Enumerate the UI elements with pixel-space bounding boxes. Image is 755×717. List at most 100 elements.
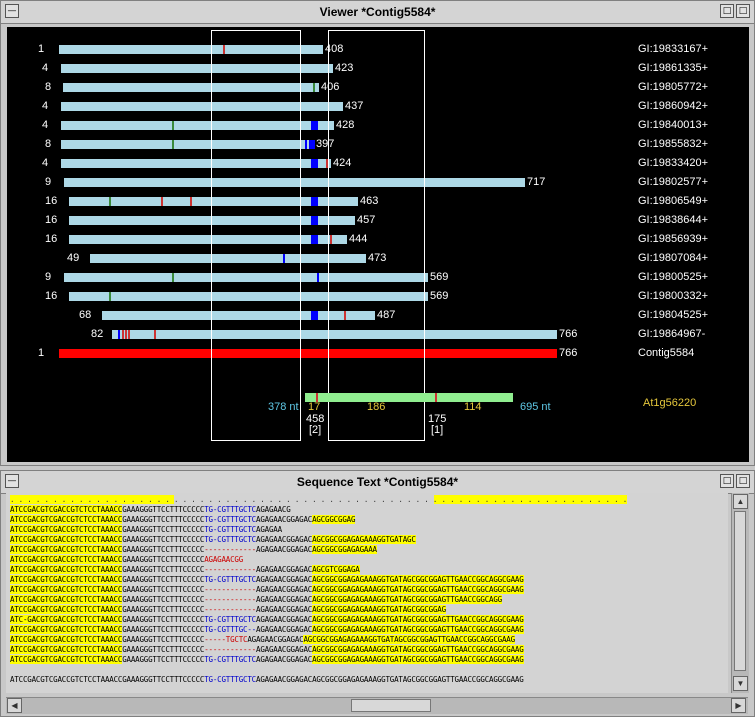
accession-label[interactable]: GI:19807084+ bbox=[638, 252, 709, 264]
sequence-line[interactable]: ATCCGACGTCGACCGTCTCCTAAACCGAAAGGGTTCCTTT… bbox=[10, 655, 524, 665]
sequence-line[interactable]: ATCCGACGTCGACCGTCTCCTAAACCGAAAGGGTTCCTTT… bbox=[10, 645, 524, 655]
accession-label[interactable]: GI:19800525+ bbox=[638, 271, 709, 283]
row-count-label: 16 bbox=[45, 195, 58, 207]
viewer-titlebar[interactable]: — Viewer *Contig5584* □ □ bbox=[1, 1, 754, 24]
scroll-down-icon[interactable]: ▼ bbox=[733, 676, 748, 691]
accession-label[interactable]: GI:19861335+ bbox=[638, 62, 709, 74]
maximize-icon[interactable]: □ bbox=[736, 474, 750, 488]
read-bar[interactable] bbox=[69, 235, 347, 244]
accession-label[interactable]: GI:19840013+ bbox=[638, 119, 709, 131]
iconify-icon[interactable]: □ bbox=[720, 474, 734, 488]
gap-block bbox=[311, 121, 318, 130]
scroll-left-icon[interactable]: ◀ bbox=[7, 698, 22, 713]
accession-label[interactable]: GI:19833420+ bbox=[638, 157, 709, 169]
assembly-canvas[interactable]: 1 408 GI:19833167+ 4 423 GI:19861335+ 8 406 GI:1… bbox=[7, 27, 749, 462]
read-bar[interactable] bbox=[61, 159, 331, 168]
sequence-segment: GAAAGGGTTCCTTTCCCCC bbox=[122, 505, 205, 514]
sequence-line[interactable]: ATCCGACGTCGACCGTCTCCTAAACCGAAAGGGTTCCTTT… bbox=[10, 605, 446, 615]
accession-label[interactable]: GI:19855832+ bbox=[638, 138, 709, 150]
sequence-segment: AGCGGCGGAGAGAAAGGTGATAGCGGCGGAGTTGAACCGG… bbox=[312, 595, 502, 604]
vertical-scrollbar[interactable]: ▲ ▼ bbox=[731, 493, 749, 693]
read-bar[interactable] bbox=[61, 140, 314, 149]
row-count-label: 4 bbox=[42, 119, 49, 131]
read-bar[interactable] bbox=[90, 254, 366, 263]
sequence-segment: GAAAGGGTTCCTTTCCCCC bbox=[122, 555, 205, 564]
accession-label[interactable]: GI:19806549+ bbox=[638, 195, 709, 207]
iconify-icon[interactable]: □ bbox=[720, 4, 734, 18]
sequence-segment: AGAGAACGGAGAC bbox=[256, 675, 313, 684]
read-bar[interactable] bbox=[61, 102, 343, 111]
scroll-thumb[interactable] bbox=[734, 511, 746, 671]
accession-label[interactable]: Contig5584 bbox=[638, 347, 695, 359]
scroll-right-icon[interactable]: ▶ bbox=[731, 698, 746, 713]
gene-name-label[interactable]: At1g56220 bbox=[643, 397, 697, 409]
accession-label[interactable]: GI:19860942+ bbox=[638, 100, 709, 112]
mismatch-marker bbox=[109, 197, 111, 206]
read-bar[interactable] bbox=[61, 121, 334, 130]
selection-frame[interactable] bbox=[328, 30, 425, 441]
read-bar[interactable] bbox=[69, 292, 428, 301]
accession-label[interactable]: GI:19838644+ bbox=[638, 214, 709, 226]
sequence-text-area[interactable]: . . . . . . . . . . . . . . . . . . . . … bbox=[6, 493, 728, 693]
accession-label[interactable]: GI:19800332+ bbox=[638, 290, 709, 302]
sequence-segment: TG-CGTTTGC-- bbox=[204, 625, 256, 634]
row-end-label: 423 bbox=[335, 62, 354, 74]
scroll-thumb[interactable] bbox=[351, 699, 431, 712]
read-bar[interactable] bbox=[63, 83, 319, 92]
sequence-line[interactable]: ATCCGACGTCGACCGTCTCCTAAACCGAAAGGGTTCCTTT… bbox=[10, 625, 524, 635]
sequence-segment: ATCCGACGTCGACCGTCTCCTAAACC bbox=[10, 535, 123, 544]
sequence-segment: ATCCGACGTCGACCGTCTCCTAAACC bbox=[10, 525, 123, 534]
sequence-segment: ------------ bbox=[204, 595, 256, 604]
scroll-up-icon[interactable]: ▲ bbox=[733, 494, 748, 509]
read-bar[interactable] bbox=[64, 178, 525, 187]
read-bar[interactable] bbox=[69, 197, 358, 206]
sequence-segment: ATCCGACGTCGACCGTCTCCTAAACC bbox=[10, 545, 123, 554]
sequence-segment: AGCGGCGGAGAGAAAGGTGATAGC bbox=[312, 535, 416, 544]
accession-label[interactable]: GI:19856939+ bbox=[638, 233, 709, 245]
mismatch-marker bbox=[313, 83, 315, 92]
window-menu-icon[interactable]: — bbox=[5, 4, 19, 18]
read-bar[interactable] bbox=[61, 64, 333, 73]
sequence-line[interactable]: ATCCGACGTCGACCGTCTCCTAAACCGAAAGGGTTCCTTT… bbox=[10, 555, 243, 565]
sequence-line[interactable]: ATCCGACGTCGACCGTCTCCTAAACCGAAAGGGTTCCTTT… bbox=[10, 515, 355, 525]
sequence-line[interactable]: ATCCGACGTCGACCGTCTCCTAAACCGAAAGGGTTCCTTT… bbox=[10, 545, 377, 555]
sequence-line[interactable]: ATC-GACGTCGACCGTCTCCTAAACCGAAAGGGTTCCTTT… bbox=[10, 615, 524, 625]
read-bar[interactable] bbox=[102, 311, 375, 320]
sequence-title: Sequence Text *Contig5584* bbox=[296, 475, 459, 489]
read-bar[interactable] bbox=[64, 273, 428, 282]
sequence-segment: ATCCGACGTCGACCGTCTCCTAAACC bbox=[10, 605, 123, 614]
gap-block bbox=[311, 216, 318, 225]
sequence-titlebar[interactable]: — Sequence Text *Contig5584* □ □ bbox=[1, 471, 754, 494]
sequence-segment: AGCGGCGGAGAGAAAGGTGATAGCGGCGGAGTTGAACCGG… bbox=[312, 655, 524, 664]
read-bar[interactable] bbox=[112, 330, 557, 339]
sequence-line[interactable]: ATCCGACGTCGACCGTCTCCTAAACCGAAAGGGTTCCTTT… bbox=[10, 565, 360, 575]
accession-label[interactable]: GI:19804525+ bbox=[638, 309, 709, 321]
row-end-label: 437 bbox=[345, 100, 364, 112]
gene-bar[interactable] bbox=[305, 393, 513, 402]
sequence-segment: -----TGCTC bbox=[204, 635, 248, 644]
maximize-icon[interactable]: □ bbox=[736, 4, 750, 18]
accession-label[interactable]: GI:19802577+ bbox=[638, 176, 709, 188]
sequence-line[interactable]: ATCCGACGTCGACCGTCTCCTAAACCGAAAGGGTTCCTTT… bbox=[10, 505, 291, 515]
sequence-line[interactable]: ATCCGACGTCGACCGTCTCCTAAACCGAAAGGGTTCCTTT… bbox=[10, 585, 524, 595]
read-bar[interactable] bbox=[69, 216, 355, 225]
selection-frame[interactable] bbox=[211, 30, 301, 441]
accession-label[interactable]: GI:19833167+ bbox=[638, 43, 709, 55]
sequence-line[interactable]: ATCCGACGTCGACCGTCTCCTAAACCGAAAGGGTTCCTTT… bbox=[10, 635, 515, 645]
sequence-segment: TG-CGTTTGCTC bbox=[204, 655, 256, 664]
horizontal-scrollbar[interactable]: ◀ ▶ bbox=[6, 697, 748, 714]
sequence-line[interactable]: ATCCGACGTCGACCGTCTCCTAAACCGAAAGGGTTCCTTT… bbox=[10, 675, 524, 685]
contig-bar[interactable] bbox=[59, 349, 557, 358]
sequence-line[interactable]: ATCCGACGTCGACCGTCTCCTAAACCGAAAGGGTTCCTTT… bbox=[10, 525, 282, 535]
sequence-line[interactable]: ATCCGACGTCGACCGTCTCCTAAACCGAAAGGGTTCCTTT… bbox=[10, 575, 524, 585]
sequence-segment: AGAGAACGGAGAC bbox=[247, 635, 304, 644]
window-menu-icon[interactable]: — bbox=[5, 474, 19, 488]
read-bar[interactable] bbox=[59, 45, 323, 54]
accession-label[interactable]: GI:19864967- bbox=[638, 328, 706, 340]
mismatch-marker bbox=[305, 140, 307, 149]
sequence-segment: ------------ bbox=[204, 565, 256, 574]
accession-label[interactable]: GI:19805772+ bbox=[638, 81, 709, 93]
sequence-segment: ATCCGACGTCGACCGTCTCCTAAACC bbox=[10, 565, 123, 574]
sequence-line[interactable]: ATCCGACGTCGACCGTCTCCTAAACCGAAAGGGTTCCTTT… bbox=[10, 535, 416, 545]
sequence-line[interactable]: ATCCGACGTCGACCGTCTCCTAAACCGAAAGGGTTCCTTT… bbox=[10, 595, 502, 605]
